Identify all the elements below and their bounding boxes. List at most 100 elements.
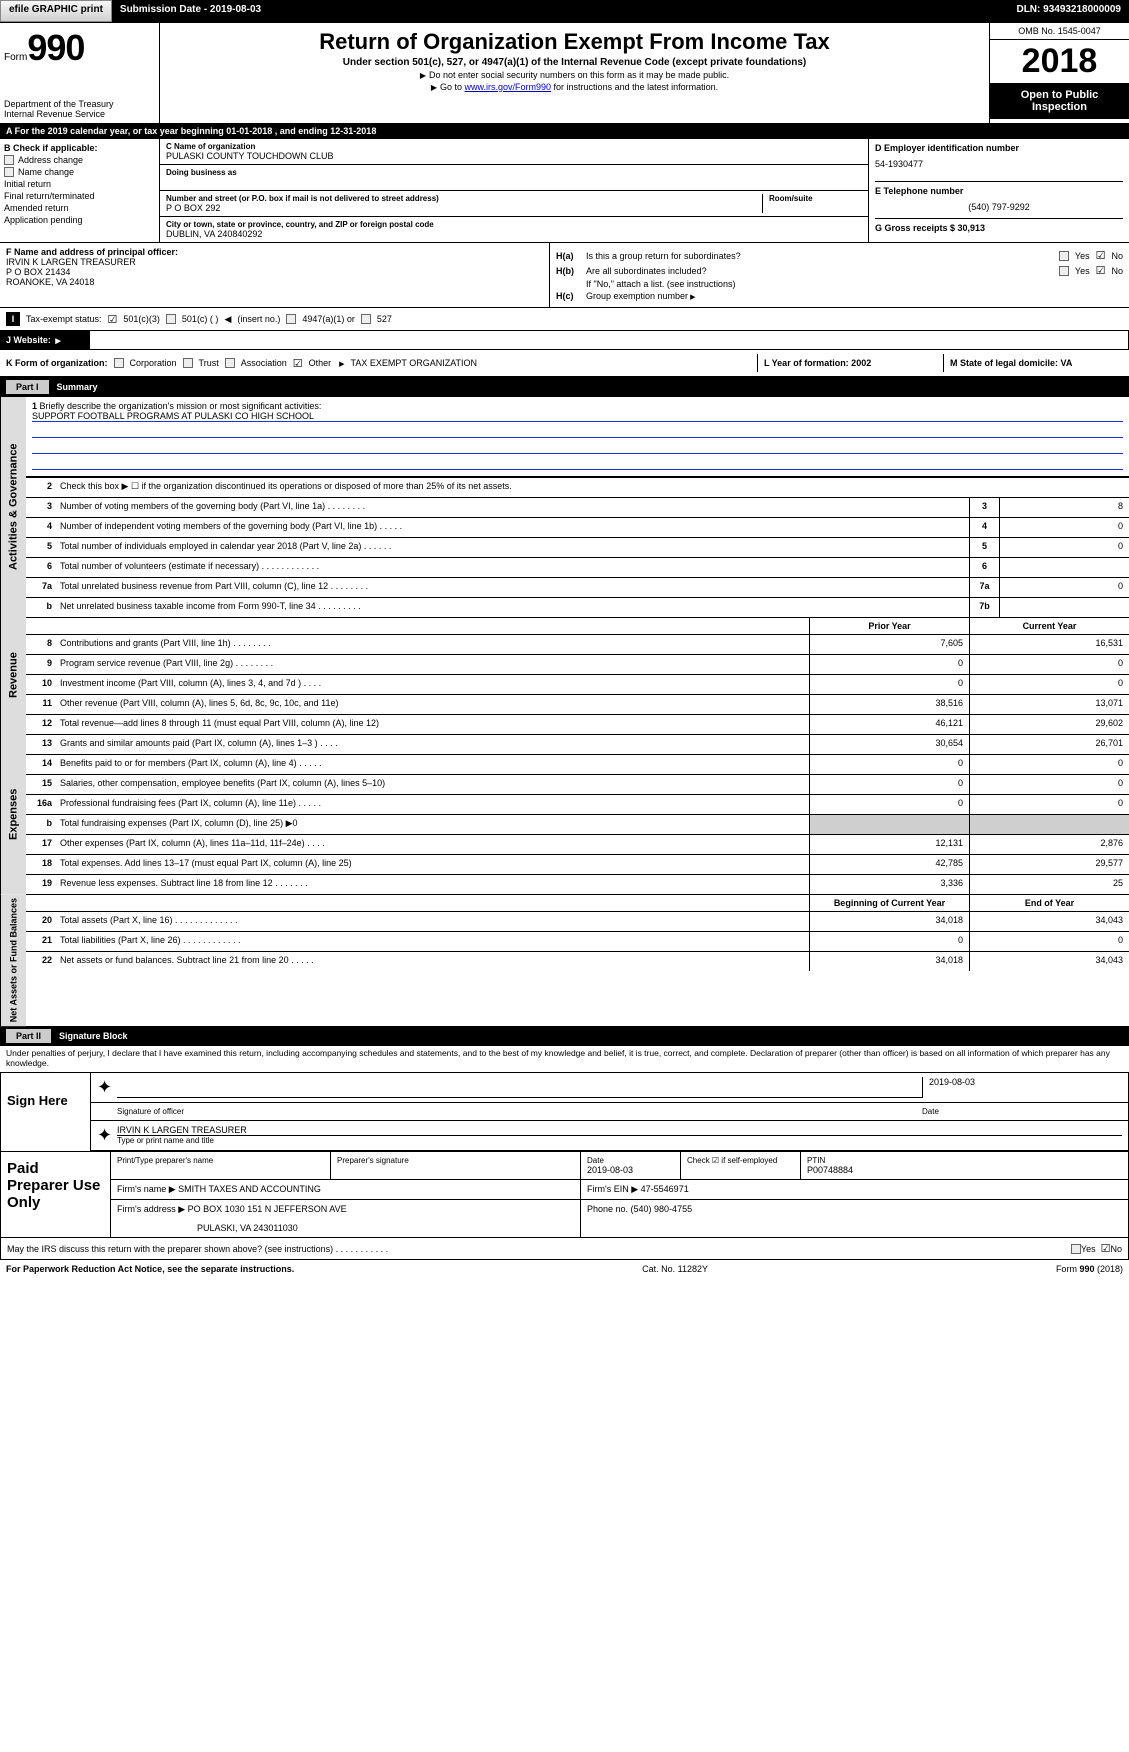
k-other-chk[interactable]: ☑ bbox=[293, 357, 303, 370]
b-initial: Initial return bbox=[4, 179, 51, 189]
part2-header: Part II Signature Block bbox=[0, 1026, 1129, 1046]
hb-yes-chk[interactable] bbox=[1059, 266, 1069, 276]
part2-title: Signature Block bbox=[59, 1031, 128, 1041]
g-lbl: G Gross receipts $ 30,913 bbox=[875, 223, 985, 233]
part2-tab: Part II bbox=[6, 1029, 51, 1043]
l18p: 42,785 bbox=[809, 855, 969, 874]
i-501c-chk[interactable] bbox=[166, 314, 176, 324]
sig-lbl: Signature of officer bbox=[117, 1107, 922, 1116]
l7a: Total unrelated business revenue from Pa… bbox=[56, 578, 969, 597]
l17c: 2,876 bbox=[969, 835, 1129, 854]
l8p: 7,605 bbox=[809, 635, 969, 654]
l18c: 29,577 bbox=[969, 855, 1129, 874]
l9c: 0 bbox=[969, 655, 1129, 674]
section-i: I Tax-exempt status: ☑501(c)(3) 501(c) (… bbox=[0, 308, 1129, 331]
firm-ein: 47-5546971 bbox=[641, 1184, 689, 1194]
activities-governance: Activities & Governance 1 Briefly descri… bbox=[0, 397, 1129, 617]
hb-no: No bbox=[1111, 266, 1123, 276]
l3: Number of voting members of the governin… bbox=[56, 498, 969, 517]
discuss-yes-chk[interactable] bbox=[1071, 1244, 1081, 1254]
hc-text: Group exemption number bbox=[586, 291, 688, 301]
b-label: B Check if applicable: bbox=[4, 143, 155, 153]
ha-text: Is this a group return for subordinates? bbox=[586, 251, 1059, 261]
footer: For Paperwork Reduction Act Notice, see … bbox=[0, 1260, 1129, 1278]
form-990: 990 bbox=[27, 27, 84, 68]
prep-date-lbl: Date bbox=[587, 1156, 674, 1165]
part1-title: Summary bbox=[57, 382, 98, 392]
chk-name[interactable] bbox=[4, 167, 14, 177]
note2-post: for instructions and the latest informat… bbox=[551, 82, 718, 92]
i-4947-chk[interactable] bbox=[286, 314, 296, 324]
l11p: 38,516 bbox=[809, 695, 969, 714]
sign-date: 2019-08-03 bbox=[922, 1077, 1122, 1098]
ha-yes-chk[interactable] bbox=[1059, 251, 1069, 261]
chk-address[interactable] bbox=[4, 155, 14, 165]
hb-no-chk[interactable]: ☑ bbox=[1096, 264, 1106, 277]
firm-name: SMITH TAXES AND ACCOUNTING bbox=[178, 1184, 321, 1194]
revenue-block: Revenue Prior YearCurrent Year 8Contribu… bbox=[0, 617, 1129, 734]
i-527: 527 bbox=[377, 314, 392, 324]
end-hdr: End of Year bbox=[969, 895, 1129, 911]
i-501c3: 501(c)(3) bbox=[123, 314, 160, 324]
l13p: 30,654 bbox=[809, 735, 969, 754]
note2-pre: Go to bbox=[440, 82, 465, 92]
section-a-row: A For the 2019 calendar year, or tax yea… bbox=[0, 123, 1129, 139]
l19p: 3,336 bbox=[809, 875, 969, 894]
title-box: Return of Organization Exempt From Incom… bbox=[160, 23, 989, 123]
signer-name: IRVIN K LARGEN TREASURER bbox=[117, 1125, 1122, 1136]
hb-yes: Yes bbox=[1075, 266, 1090, 276]
form-label: Form bbox=[4, 52, 27, 63]
i-501c: 501(c) ( ) bbox=[182, 314, 219, 324]
m-box: M State of legal domicile: VA bbox=[943, 354, 1123, 372]
addr-lbl: Firm's address bbox=[117, 1204, 176, 1214]
omb-number: OMB No. 1545-0047 bbox=[990, 23, 1129, 40]
l14p: 0 bbox=[809, 755, 969, 774]
irs-link[interactable]: www.irs.gov/Form990 bbox=[465, 82, 552, 92]
l20b: 34,018 bbox=[809, 912, 969, 931]
paid-preparer-block: Paid Preparer Use Only Print/Type prepar… bbox=[0, 1152, 1129, 1238]
l22b: 34,018 bbox=[809, 952, 969, 971]
submission-date: Submission Date - 2019-08-03 bbox=[112, 0, 1009, 22]
discuss-no: No bbox=[1110, 1244, 1122, 1254]
k-corp-chk[interactable] bbox=[114, 358, 124, 368]
l21b: 0 bbox=[809, 932, 969, 951]
l8: Contributions and grants (Part VIII, lin… bbox=[56, 635, 809, 654]
efile-button[interactable]: efile GRAPHIC print bbox=[0, 0, 112, 22]
col-c: C Name of organization PULASKI COUNTY TO… bbox=[160, 139, 869, 242]
b-address-change: Address change bbox=[18, 155, 83, 165]
org-name: PULASKI COUNTY TOUCHDOWN CLUB bbox=[166, 151, 862, 161]
side-gov: Activities & Governance bbox=[0, 397, 26, 617]
k-other-val: TAX EXEMPT ORGANIZATION bbox=[351, 358, 478, 368]
b-final: Final return/terminated bbox=[4, 191, 95, 201]
l7b: Net unrelated business taxable income fr… bbox=[56, 598, 969, 617]
l8c: 16,531 bbox=[969, 635, 1129, 654]
perjury-text: Under penalties of perjury, I declare th… bbox=[0, 1046, 1129, 1070]
ha-no: No bbox=[1111, 251, 1123, 261]
part1-header: Part I Summary bbox=[0, 377, 1129, 397]
col-d: D Employer identification number 54-1930… bbox=[869, 139, 1129, 242]
top-bar: efile GRAPHIC print Submission Date - 20… bbox=[0, 0, 1129, 22]
l7bv bbox=[999, 598, 1129, 617]
signer-name-lbl: Type or print name and title bbox=[117, 1136, 1122, 1145]
i-527-chk[interactable] bbox=[361, 314, 371, 324]
paid-label: Paid Preparer Use Only bbox=[1, 1152, 111, 1237]
i-501c3-chk[interactable]: ☑ bbox=[108, 313, 118, 326]
l7av: 0 bbox=[999, 578, 1129, 597]
city: DUBLIN, VA 240840292 bbox=[166, 229, 862, 239]
k-assoc-chk[interactable] bbox=[225, 358, 235, 368]
section-j: J Website: bbox=[0, 331, 1129, 350]
i-lbl: Tax-exempt status: bbox=[26, 314, 102, 324]
k-trust: Trust bbox=[199, 358, 219, 368]
l11c: 13,071 bbox=[969, 695, 1129, 714]
ha-lbl: H(a) bbox=[556, 251, 586, 261]
k-trust-chk[interactable] bbox=[183, 358, 193, 368]
l13: Grants and similar amounts paid (Part IX… bbox=[56, 735, 809, 754]
discuss-no-chk[interactable]: ☑ bbox=[1101, 1242, 1111, 1255]
ha-yes: Yes bbox=[1075, 251, 1090, 261]
prep-name-lbl: Print/Type preparer's name bbox=[117, 1156, 324, 1165]
section-k: K Form of organization: Corporation Trus… bbox=[0, 350, 1129, 377]
ha-no-chk[interactable]: ☑ bbox=[1096, 249, 1106, 262]
j-lbl: Website: bbox=[14, 335, 51, 345]
j-letter: J bbox=[6, 333, 11, 347]
firm-addr2: PULASKI, VA 243011030 bbox=[117, 1223, 574, 1233]
